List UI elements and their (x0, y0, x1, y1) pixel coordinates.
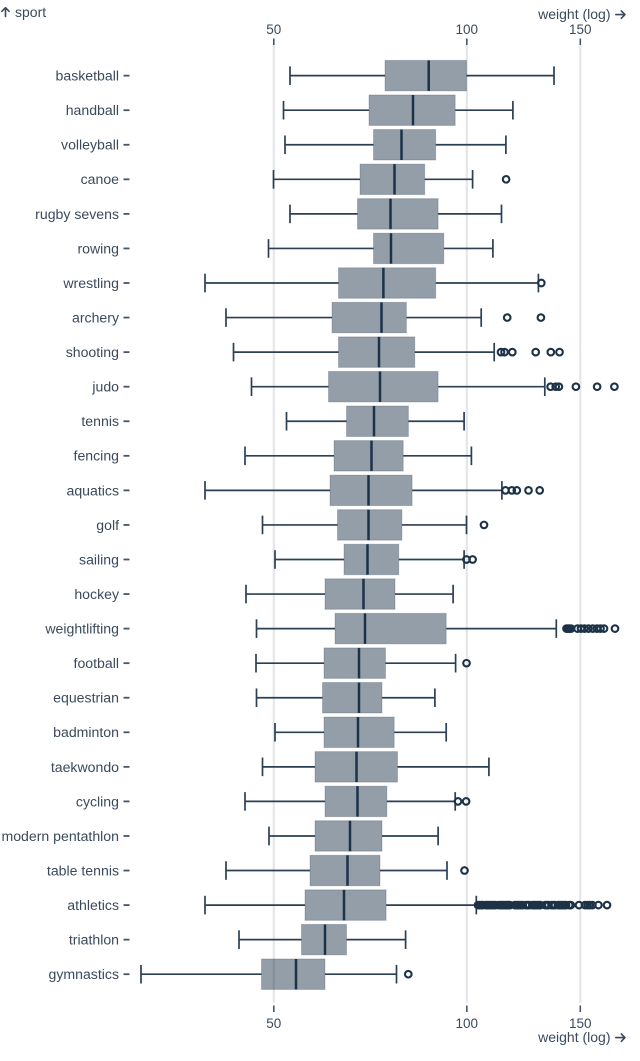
svg-text:sport: sport (15, 4, 46, 20)
svg-text:modern pentathlon: modern pentathlon (1, 828, 119, 844)
svg-text:archery: archery (72, 309, 120, 325)
svg-text:50: 50 (266, 1016, 281, 1031)
svg-text:shooting: shooting (66, 344, 119, 360)
svg-text:basketball: basketball (56, 68, 119, 84)
svg-text:tennis: tennis (81, 413, 119, 429)
svg-text:weight (log): weight (log) (537, 1029, 610, 1045)
svg-text:athletics: athletics (67, 897, 119, 913)
svg-text:150: 150 (569, 22, 592, 37)
svg-text:weightlifting: weightlifting (44, 621, 119, 637)
svg-text:canoe: canoe (81, 171, 120, 187)
svg-text:hockey: hockey (74, 586, 120, 602)
svg-text:golf: golf (96, 517, 119, 533)
svg-text:handball: handball (66, 102, 119, 118)
svg-text:football: football (74, 655, 119, 671)
svg-text:150: 150 (569, 1016, 592, 1031)
svg-text:badminton: badminton (53, 724, 119, 740)
svg-text:weight (log): weight (log) (537, 6, 610, 22)
svg-text:volleyball: volleyball (61, 137, 119, 153)
svg-text:aquatics: aquatics (67, 482, 120, 498)
svg-text:100: 100 (456, 1016, 479, 1031)
svg-text:cycling: cycling (76, 793, 119, 809)
svg-text:rugby sevens: rugby sevens (35, 206, 119, 222)
svg-text:100: 100 (456, 22, 479, 37)
svg-text:fencing: fencing (74, 448, 119, 464)
svg-text:wrestling: wrestling (62, 275, 119, 291)
svg-text:table tennis: table tennis (47, 862, 119, 878)
svg-text:judo: judo (91, 379, 119, 395)
svg-text:equestrian: equestrian (53, 690, 119, 706)
svg-text:50: 50 (266, 22, 281, 37)
svg-text:triathlon: triathlon (69, 932, 119, 948)
svg-text:sailing: sailing (79, 551, 119, 567)
svg-text:gymnastics: gymnastics (49, 966, 120, 982)
svg-text:rowing: rowing (77, 240, 119, 256)
svg-text:taekwondo: taekwondo (51, 759, 119, 775)
